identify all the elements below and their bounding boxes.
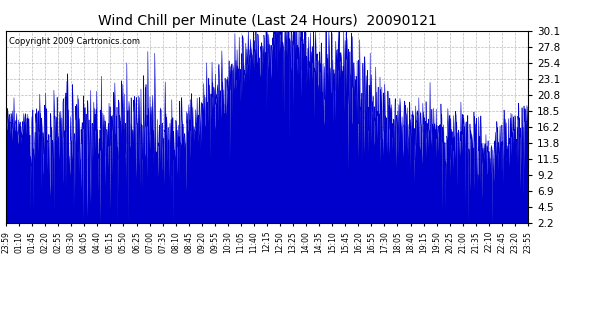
Text: Copyright 2009 Cartronics.com: Copyright 2009 Cartronics.com [8, 37, 140, 46]
Title: Wind Chill per Minute (Last 24 Hours)  20090121: Wind Chill per Minute (Last 24 Hours) 20… [98, 15, 436, 29]
